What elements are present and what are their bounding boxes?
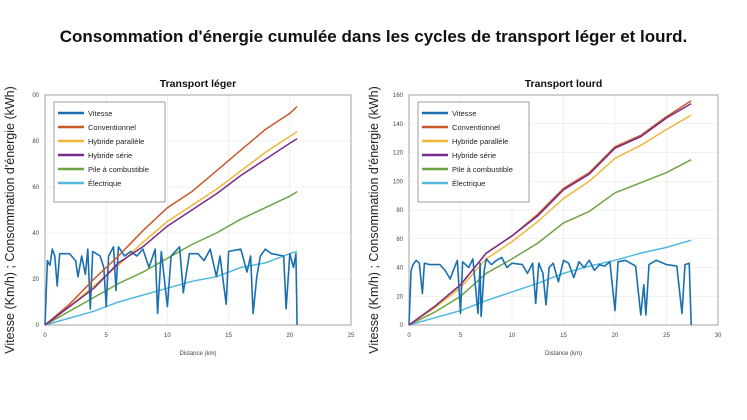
series-line-électrique [408, 239, 692, 326]
legend-label: Électrique [88, 179, 121, 188]
x-tick-label: 20 [286, 333, 293, 339]
legend-label: Conventionnel [88, 123, 136, 132]
plot-border [44, 94, 352, 326]
legend: Vitesse Conventionnel Hybride parallèle Hyb… [53, 101, 166, 203]
legend-label: Pile à combustible [452, 165, 513, 174]
y-axis-label: Vitesse (Km/h) ; Consommation d'énergie … [367, 86, 381, 354]
series-line-électrique [44, 250, 298, 326]
series-line-pile-à-combustible [408, 159, 692, 326]
series-line-hybride-parallèle [408, 114, 692, 326]
legend-label: Hybride parallèle [452, 137, 508, 146]
x-tick-label: 30 [715, 333, 722, 339]
y-tick-label: 40 [32, 231, 39, 237]
series-line-vitesse [408, 256, 692, 326]
y-tick-label: 0 [36, 323, 40, 329]
x-tick-label: 10 [164, 333, 171, 339]
x-tick-label: 5 [459, 333, 463, 339]
y-tick-label: 100 [393, 179, 404, 185]
y-tick-label: 60 [396, 237, 403, 243]
x-tick-label: 15 [560, 333, 567, 339]
x-axis-label: Distance (km) [545, 351, 582, 357]
legend-label: Hybride parallèle [88, 137, 144, 146]
y-axis-label: Vitesse (Km/h) ; Consommation d'énergie … [3, 86, 17, 354]
x-tick-label: 10 [509, 333, 516, 339]
legend-label: Pile à combustible [88, 165, 149, 174]
y-tick-label: 20 [32, 277, 39, 283]
series-line-hybride-série [44, 138, 298, 326]
x-tick-label: 0 [407, 333, 411, 339]
series-line-vitesse [44, 246, 298, 326]
chart-title: Transport lourd [525, 78, 603, 90]
plot-border [408, 94, 719, 326]
series-line-hybride-série [408, 102, 692, 326]
legend-box [53, 101, 166, 203]
x-tick-label: 25 [348, 333, 355, 339]
chart-0: 0 5 10 15 20 25 0 20 40 60 80 00 Transport léger Dist… [3, 78, 355, 357]
x-tick-label: 15 [225, 333, 232, 339]
y-tick-label: 40 [396, 266, 403, 272]
chart-title: Transport léger [160, 78, 236, 90]
y-tick-label: 80 [32, 139, 39, 145]
y-tick-label: 0 [400, 323, 404, 329]
y-tick-label: 120 [393, 151, 404, 157]
x-tick-label: 5 [105, 333, 109, 339]
legend-label: Hybride série [88, 151, 132, 160]
legend-label: Vitesse [452, 109, 476, 118]
chart-1: 0 5 10 15 20 25 30 0 20 40 60 80 100 120 140 160 Transpo… [367, 78, 722, 357]
series-line-conventionnel [44, 105, 298, 326]
main-title: Consommation d'énergie cumulée dans les … [59, 27, 688, 46]
legend-label: Électrique [452, 179, 485, 188]
legend-box [417, 101, 530, 203]
legend: Vitesse Conventionnel Hybride parallèle Hyb… [417, 101, 530, 203]
x-tick-label: 20 [612, 333, 619, 339]
x-axis-label: Distance (km) [179, 351, 216, 357]
y-tick-label: 80 [396, 208, 403, 214]
legend-label: Conventionnel [452, 123, 500, 132]
y-tick-label: 60 [32, 185, 39, 191]
x-tick-label: 25 [663, 333, 670, 339]
legend-label: Hybride série [452, 151, 496, 160]
legend-label: Vitesse [88, 109, 112, 118]
y-tick-label: 20 [396, 294, 403, 300]
y-tick-label: 00 [32, 93, 39, 99]
x-tick-label: 0 [43, 333, 47, 339]
y-tick-label: 160 [393, 93, 404, 99]
y-tick-label: 140 [393, 122, 404, 128]
